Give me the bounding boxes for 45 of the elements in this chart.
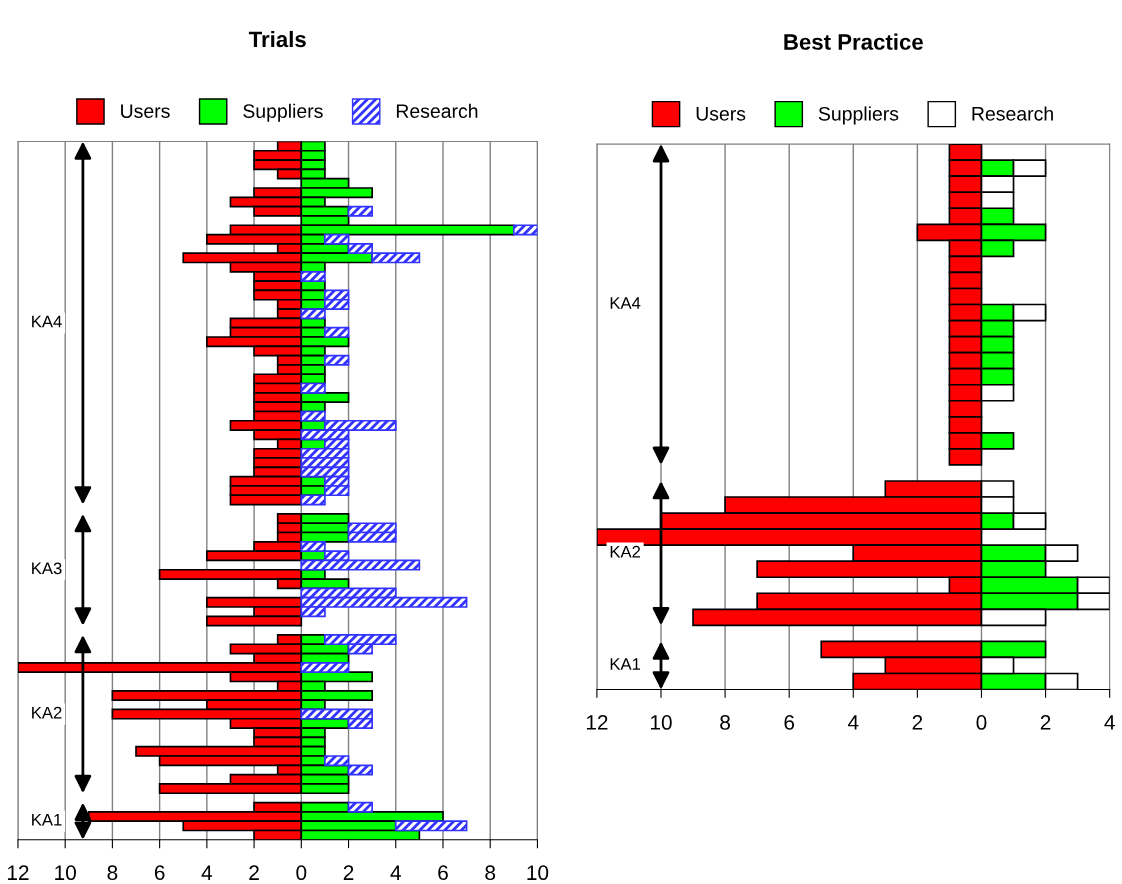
bar (300, 382, 326, 394)
x-tick-label: 10 (55, 865, 76, 881)
bar (300, 662, 350, 674)
x-tick-label: 0 (296, 865, 307, 881)
chart-title: Best Practice (784, 33, 923, 50)
legend-label: Users (696, 107, 746, 121)
annotation: KA4 (610, 297, 641, 309)
annotation: KA3 (32, 562, 62, 575)
bar (512, 224, 538, 236)
bar (394, 820, 468, 832)
x-tick-label: 8 (107, 865, 118, 881)
x-tick-label: 2 (249, 865, 259, 880)
annotation: KA2 (32, 706, 62, 719)
annotation: KA1 (32, 814, 62, 826)
bar (324, 326, 350, 338)
annotation: KA4 (32, 315, 62, 328)
x-tick-label: 8 (485, 865, 496, 881)
x-tick-label: 12 (586, 715, 608, 730)
x-tick-label: 4 (390, 865, 401, 880)
bar (324, 354, 350, 366)
bar (347, 801, 373, 813)
x-tick-label: 6 (154, 865, 165, 881)
x-tick-label: 4 (1104, 715, 1115, 730)
x-tick-label: 0 (976, 715, 987, 730)
legend-label: Suppliers (243, 103, 323, 122)
legend-label: Research (972, 106, 1053, 121)
x-tick-label: 10 (651, 715, 672, 730)
x-tick-label: 4 (201, 865, 213, 880)
legend-label: Suppliers (818, 106, 899, 125)
x-tick-label: 2 (1040, 715, 1051, 730)
x-tick-label: 12 (7, 865, 29, 880)
bar (300, 270, 326, 282)
annotation: KA1 (610, 658, 641, 670)
legend-label: Research (396, 103, 478, 119)
x-tick-label: 4 (847, 715, 859, 730)
bar (347, 205, 373, 217)
x-tick-label: 2 (912, 715, 923, 730)
annotation: KA2 (610, 545, 641, 558)
x-tick-label: 6 (438, 865, 448, 881)
x-tick-label: 10 (527, 865, 549, 881)
x-tick-label: 6 (784, 715, 795, 730)
legend-label: Users (121, 104, 170, 119)
x-tick-label: 2 (343, 865, 354, 880)
chart-title: Trials (248, 30, 306, 48)
x-tick-label: 8 (720, 715, 730, 730)
